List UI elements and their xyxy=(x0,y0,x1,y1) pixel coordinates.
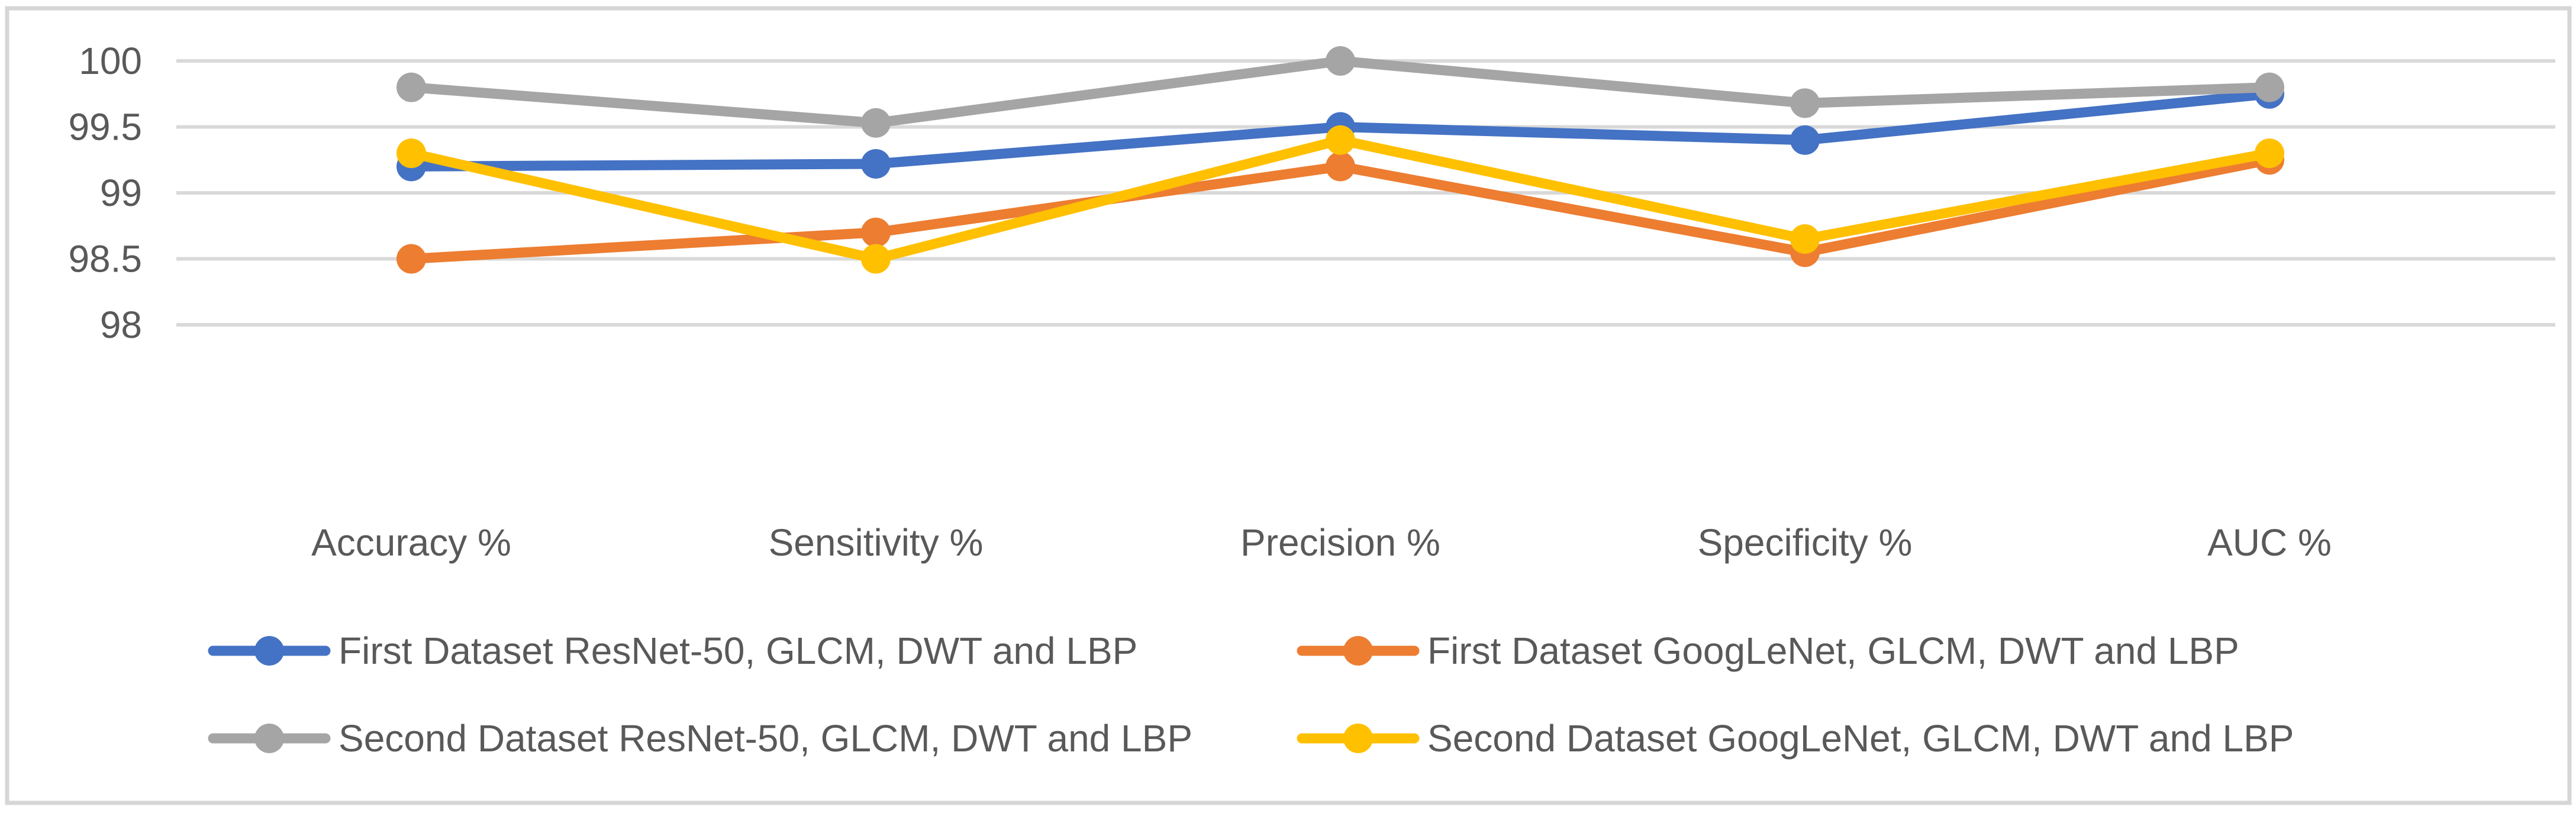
gridlines xyxy=(176,59,2555,327)
y-tick-label: 98.5 xyxy=(68,238,142,280)
data-point xyxy=(2255,138,2284,169)
series-lines xyxy=(396,46,2284,274)
category-label: Accuracy % xyxy=(311,521,511,564)
data-point xyxy=(1790,224,1820,254)
data-point xyxy=(861,148,891,179)
y-tick-label: 99 xyxy=(100,172,142,214)
legend-marker-dot xyxy=(254,724,284,753)
legend-label: First Dataset ResNet-50, GLCM, DWT and L… xyxy=(338,629,1137,672)
y-tick-label: 99.5 xyxy=(68,106,142,148)
data-point xyxy=(861,217,891,247)
category-label: Sensitivity % xyxy=(769,521,984,564)
data-point xyxy=(861,244,891,274)
data-point xyxy=(2255,72,2284,102)
chart-border xyxy=(5,6,2572,805)
legend-item: Second Dataset GoogLeNet, GLCM, DWT and … xyxy=(1297,717,2294,760)
legend-label: Second Dataset ResNet-50, GLCM, DWT and … xyxy=(338,717,1192,760)
data-point xyxy=(1790,88,1820,118)
category-label: AUC % xyxy=(2207,521,2332,564)
legend-item: First Dataset GoogLeNet, GLCM, DWT and L… xyxy=(1297,629,2239,672)
data-point xyxy=(396,72,426,102)
data-point xyxy=(861,108,891,138)
data-point xyxy=(1790,125,1820,155)
legend-item: First Dataset ResNet-50, GLCM, DWT and L… xyxy=(208,629,1137,672)
category-label: Specificity % xyxy=(1698,521,1913,564)
legend-item: Second Dataset ResNet-50, GLCM, DWT and … xyxy=(208,717,1192,760)
legend-label: First Dataset GoogLeNet, GLCM, DWT and L… xyxy=(1427,629,2239,672)
data-point xyxy=(396,138,426,169)
y-axis-tick-labels: 100 99.5 99 98.5 98 xyxy=(68,40,142,346)
legend: First Dataset ResNet-50, GLCM, DWT and L… xyxy=(208,629,2294,760)
category-label: Precision % xyxy=(1240,521,1440,564)
data-point xyxy=(1326,151,1355,182)
data-point xyxy=(1326,46,1355,76)
y-tick-label: 98 xyxy=(100,304,142,346)
legend-marker-dot xyxy=(1343,724,1373,753)
data-point xyxy=(396,244,426,274)
series-3 xyxy=(396,125,2284,274)
legend-marker-dot xyxy=(254,636,284,666)
x-axis-category-labels: Accuracy % Sensitivity % Precision % Specif… xyxy=(311,521,2332,564)
series-2 xyxy=(396,46,2284,138)
legend-marker-dot xyxy=(1343,636,1373,666)
y-tick-label: 100 xyxy=(79,40,142,82)
legend-label: Second Dataset GoogLeNet, GLCM, DWT and … xyxy=(1427,717,2294,760)
data-point xyxy=(1326,125,1355,155)
